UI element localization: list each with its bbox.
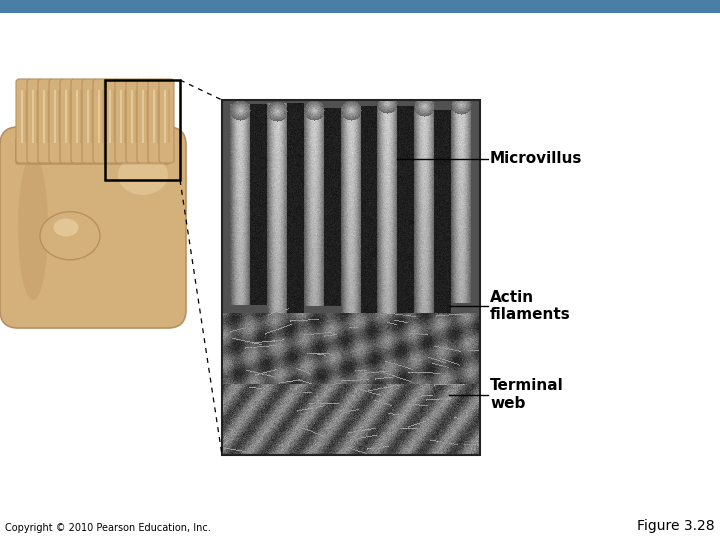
Text: Figure 3.28: Figure 3.28 — [637, 519, 715, 533]
Bar — [58, 90, 60, 143]
Bar — [109, 90, 110, 143]
FancyBboxPatch shape — [16, 138, 170, 164]
Bar — [157, 90, 159, 143]
FancyBboxPatch shape — [115, 79, 130, 163]
Bar — [113, 90, 115, 143]
Bar — [142, 90, 143, 143]
Bar — [130, 90, 132, 143]
Bar — [36, 90, 38, 143]
FancyBboxPatch shape — [148, 79, 163, 163]
FancyBboxPatch shape — [104, 79, 119, 163]
Ellipse shape — [118, 155, 168, 195]
Bar — [76, 90, 78, 143]
Bar — [25, 90, 27, 143]
Bar — [163, 90, 166, 143]
Bar — [86, 90, 89, 143]
Ellipse shape — [18, 155, 48, 300]
FancyBboxPatch shape — [159, 79, 174, 163]
FancyBboxPatch shape — [60, 79, 75, 163]
FancyBboxPatch shape — [137, 79, 152, 163]
Bar — [146, 90, 148, 143]
Text: Terminal
web: Terminal web — [490, 379, 564, 411]
Bar — [47, 90, 49, 143]
Ellipse shape — [53, 219, 78, 237]
Text: Actin
filaments: Actin filaments — [490, 289, 571, 322]
FancyBboxPatch shape — [126, 79, 141, 163]
Bar — [105, 80, 180, 180]
FancyBboxPatch shape — [82, 79, 97, 163]
Bar — [65, 90, 66, 143]
FancyBboxPatch shape — [93, 79, 108, 163]
Bar — [20, 90, 22, 143]
Bar — [0, 0, 720, 13]
Bar — [80, 90, 82, 143]
Bar — [42, 90, 45, 143]
Bar — [153, 90, 155, 143]
Text: Copyright © 2010 Pearson Education, Inc.: Copyright © 2010 Pearson Education, Inc. — [5, 523, 211, 533]
Bar — [222, 100, 480, 455]
Ellipse shape — [40, 212, 100, 260]
Bar — [53, 90, 55, 143]
FancyBboxPatch shape — [27, 79, 42, 163]
FancyBboxPatch shape — [16, 79, 31, 163]
Text: Microvillus: Microvillus — [490, 151, 582, 166]
FancyBboxPatch shape — [0, 127, 186, 328]
Bar — [32, 90, 34, 143]
Bar — [102, 90, 104, 143]
Bar — [135, 90, 137, 143]
Bar — [168, 90, 170, 143]
Bar — [120, 90, 122, 143]
Bar — [69, 90, 71, 143]
Bar — [124, 90, 126, 143]
FancyBboxPatch shape — [49, 79, 64, 163]
Bar — [97, 90, 99, 143]
FancyBboxPatch shape — [38, 79, 53, 163]
Bar — [91, 90, 93, 143]
FancyBboxPatch shape — [71, 79, 86, 163]
